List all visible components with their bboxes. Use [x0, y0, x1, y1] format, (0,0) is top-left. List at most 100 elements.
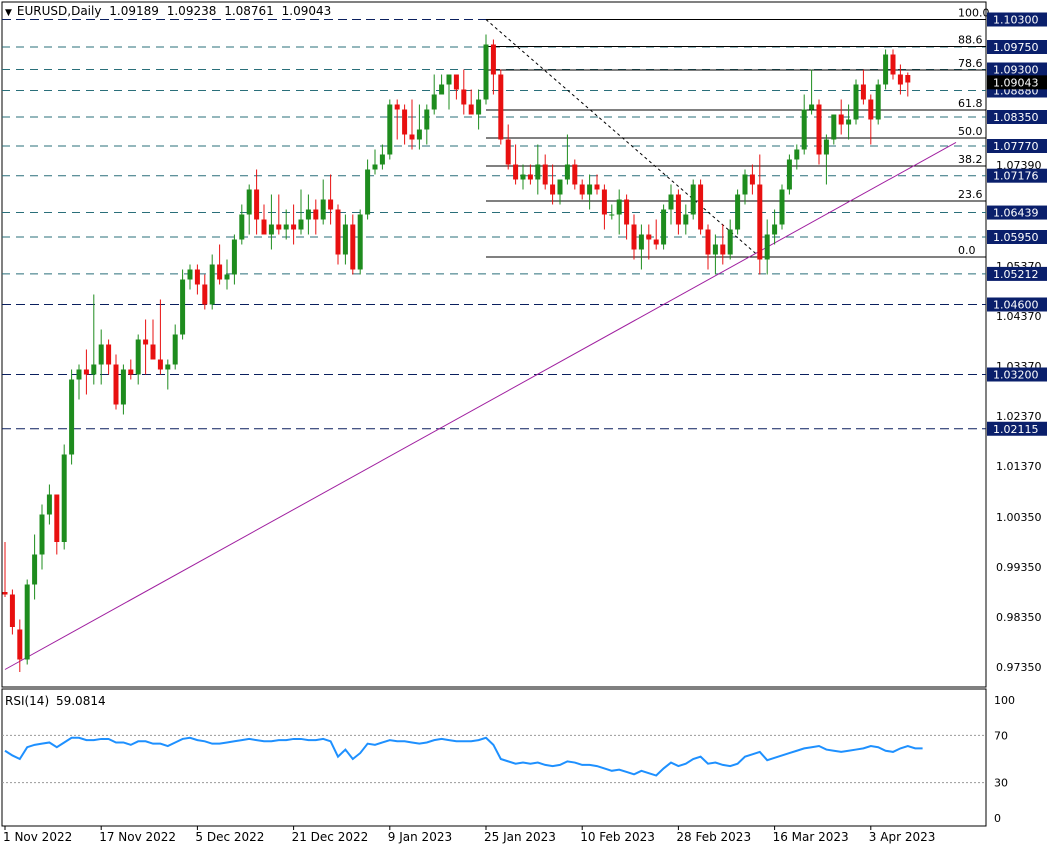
candle-body: [616, 199, 622, 215]
candle-body: [712, 244, 718, 255]
candle: [831, 114, 837, 145]
candle-body: [483, 44, 489, 100]
candle: [527, 164, 533, 185]
candle-body: [372, 164, 378, 170]
candle-body: [698, 184, 704, 230]
fib-level-label: 100.0: [958, 7, 990, 20]
candle: [365, 159, 371, 220]
candle: [490, 39, 496, 95]
candle: [254, 169, 260, 235]
price-label: 1.10300: [993, 14, 1039, 27]
candle: [91, 294, 97, 385]
candle: [609, 204, 615, 220]
candle: [69, 369, 75, 465]
candle-body: [328, 199, 334, 210]
candle: [76, 364, 82, 400]
candle: [838, 99, 844, 135]
chart-header: ▼ EURUSD,Daily 1.09189 1.09238 1.08761 1.…: [5, 4, 335, 18]
fibonacci-retracement[interactable]: 100.0 88.6 78.6 61.8 50.0 38.2 23.6 0.0: [485, 7, 990, 258]
time-tick-label: 3 Apr 2023: [869, 830, 936, 844]
symbol-dropdown-icon[interactable]: ▼: [5, 8, 12, 18]
candle-body: [106, 344, 112, 365]
trendline[interactable]: [4, 141, 957, 670]
price-label: 1.05212: [993, 268, 1039, 281]
candle-body: [868, 99, 874, 120]
price-label-box: [987, 168, 1047, 183]
candle: [231, 234, 237, 285]
candle-body: [720, 244, 726, 255]
candle: [868, 94, 874, 145]
candle-body: [638, 234, 644, 250]
candle-body: [675, 194, 681, 225]
candle: [106, 339, 112, 375]
candle-body: [794, 149, 800, 160]
candle: [712, 234, 718, 275]
candle-body: [2, 592, 8, 595]
candle-body: [535, 164, 541, 180]
candle: [217, 244, 223, 285]
candle-body: [875, 84, 881, 120]
rsi-tick-label: 70: [994, 729, 1008, 742]
candle-body: [816, 104, 822, 155]
candle: [268, 194, 274, 250]
candle-body: [157, 359, 163, 370]
candle: [409, 99, 415, 150]
candle: [157, 299, 163, 375]
candle: [883, 49, 889, 90]
price-label-box: [987, 139, 1047, 153]
candle: [17, 619, 23, 672]
candle: [860, 69, 866, 105]
candle: [2, 542, 8, 597]
rsi-line: [4, 736, 923, 777]
candle-body: [9, 594, 15, 627]
candle-body: [838, 114, 844, 125]
candle-body: [883, 54, 889, 85]
candle: [113, 354, 119, 410]
candle-body: [46, 494, 52, 515]
candle-body: [120, 369, 126, 405]
candle-body: [224, 274, 230, 280]
candle: [261, 204, 267, 235]
candle-body: [690, 184, 696, 215]
candle-body: [313, 209, 319, 220]
rsi-tick-label: 30: [994, 777, 1008, 790]
price-label-box: [987, 266, 1047, 281]
candle-body: [180, 279, 186, 335]
candle-body: [905, 75, 911, 83]
price-label: 1.07770: [993, 140, 1039, 153]
candle: [357, 209, 363, 275]
candle: [631, 214, 637, 260]
candle: [402, 104, 408, 145]
candle-body: [261, 219, 267, 235]
candle: [513, 144, 519, 185]
candle: [601, 184, 607, 230]
candle-body: [32, 554, 38, 585]
candle: [39, 504, 45, 570]
candle: [616, 189, 622, 235]
price-label-box: [987, 12, 1047, 27]
candle-body: [594, 184, 600, 190]
price-label: 1.09750: [993, 41, 1039, 54]
price-tick-label: 0.99350: [996, 561, 1042, 574]
candle-body: [446, 74, 452, 85]
rsi-panel-border: [1, 688, 987, 827]
candle-body: [772, 224, 778, 235]
close-value: 1.09043: [281, 4, 332, 18]
candle: [816, 99, 822, 165]
candle-body: [291, 224, 297, 230]
candle: [372, 149, 378, 175]
fib-level-label: 0.0: [958, 244, 976, 257]
candle-body: [542, 164, 548, 185]
candle-body: [150, 344, 156, 360]
price-tick-label: 1.00350: [996, 511, 1042, 524]
candle: [32, 534, 38, 600]
candle: [143, 319, 149, 375]
time-tick-label: 17 Nov 2022: [99, 830, 176, 844]
candle: [172, 324, 178, 370]
candle-body: [76, 369, 82, 380]
candle: [54, 494, 60, 555]
candle: [135, 334, 141, 385]
fib-level-label: 78.6: [958, 57, 983, 70]
candle-body: [320, 199, 326, 220]
candle: [453, 74, 459, 100]
